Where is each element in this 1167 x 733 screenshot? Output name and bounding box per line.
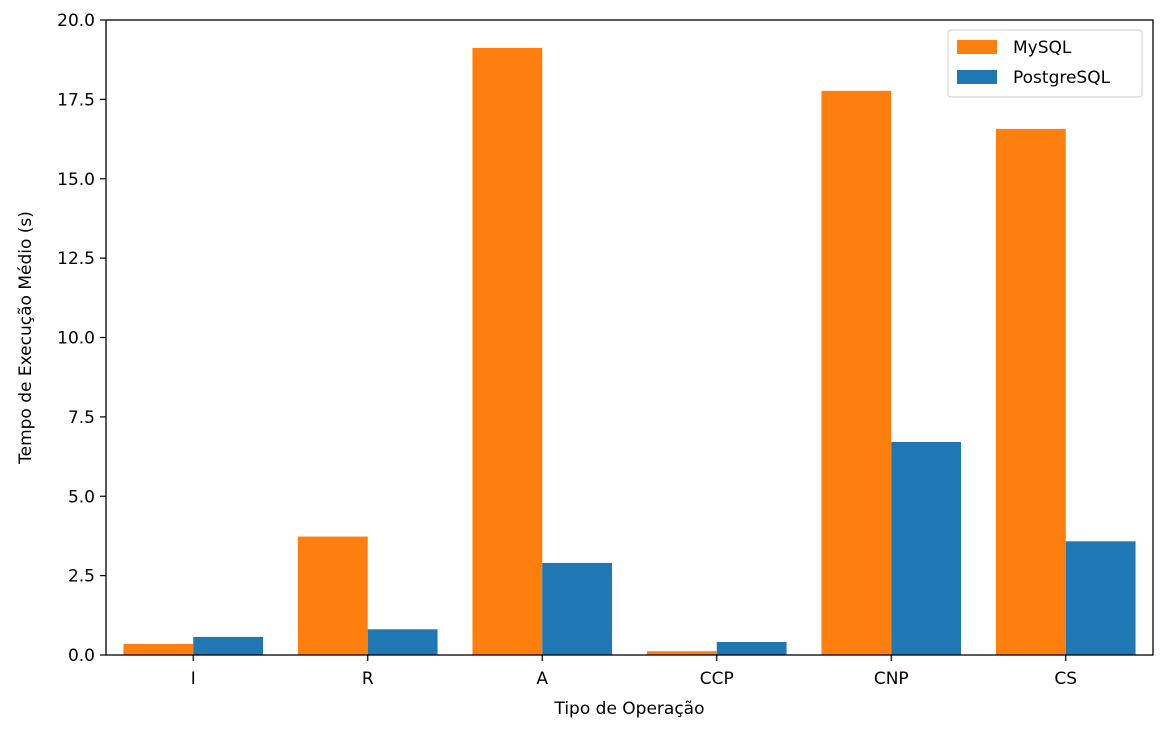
y-tick-label: 5.0 bbox=[68, 487, 95, 507]
x-axis-label: Tipo de Operação bbox=[553, 699, 704, 719]
legend-label-mysql: MySQL bbox=[1013, 38, 1072, 58]
bar-postgresql-r bbox=[367, 629, 438, 655]
bar-postgresql-i bbox=[193, 636, 264, 655]
y-tick-label: 15.0 bbox=[57, 170, 95, 190]
y-tick-label: 7.5 bbox=[68, 408, 95, 428]
x-tick-label: R bbox=[362, 669, 374, 689]
y-tick-label: 12.5 bbox=[57, 249, 95, 269]
bar-mysql-a bbox=[472, 47, 543, 655]
bar-postgresql-a bbox=[542, 562, 613, 655]
x-tick-label: I bbox=[191, 669, 196, 689]
y-tick-label: 17.5 bbox=[57, 90, 95, 110]
y-tick-label: 20.0 bbox=[57, 11, 95, 31]
legend-label-postgresql: PostgreSQL bbox=[1013, 68, 1111, 88]
bar-mysql-ccp bbox=[646, 651, 717, 655]
legend-swatch-postgresql bbox=[957, 70, 997, 84]
x-axis-ticks: I R A CCP CNP CS bbox=[191, 655, 1077, 689]
legend-swatch-mysql bbox=[957, 40, 997, 54]
bar-postgresql-ccp bbox=[716, 641, 787, 655]
y-axis-label: Tempo de Execução Médio (s) bbox=[16, 211, 36, 465]
bar-mysql-i bbox=[123, 643, 194, 655]
y-axis-ticks: 0.0 2.5 5.0 7.5 10.0 12.5 15.0 17.5 20.0 bbox=[57, 11, 106, 666]
plot-frame bbox=[105, 19, 1154, 656]
x-tick-label: CCP bbox=[700, 669, 734, 689]
bar-postgresql-cnp bbox=[891, 441, 962, 655]
bar-mysql-cnp bbox=[821, 90, 892, 656]
bars-group bbox=[123, 47, 1136, 656]
bar-postgresql-cs bbox=[1065, 541, 1136, 655]
y-tick-label: 2.5 bbox=[68, 567, 95, 587]
legend: MySQL PostgreSQL bbox=[947, 29, 1143, 98]
y-tick-label: 10.0 bbox=[57, 329, 95, 349]
y-tick-label: 0.0 bbox=[68, 646, 95, 666]
x-tick-label: CS bbox=[1054, 669, 1077, 689]
x-tick-label: A bbox=[536, 669, 548, 689]
bar-mysql-r bbox=[297, 536, 368, 655]
x-tick-label: CNP bbox=[874, 669, 909, 689]
bar-mysql-cs bbox=[995, 128, 1066, 656]
